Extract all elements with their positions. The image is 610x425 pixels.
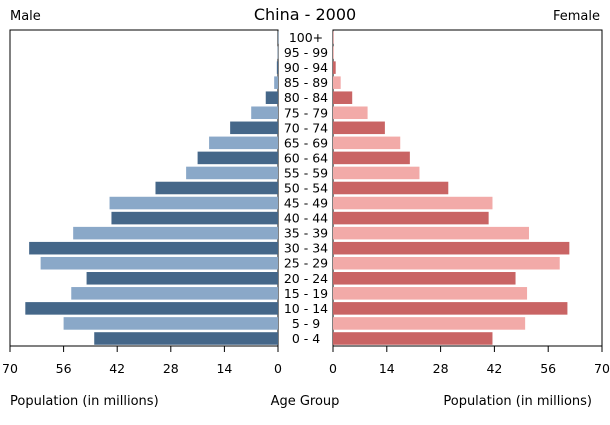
female-bar (333, 136, 401, 150)
male-bar (111, 211, 278, 225)
male-x-tick-label: 0 (274, 361, 282, 376)
female-bar (333, 31, 334, 44)
age-group-label: 5 - 9 (292, 316, 320, 331)
age-group-label: 85 - 89 (284, 75, 328, 90)
age-group-label: 55 - 59 (284, 165, 328, 180)
female-x-axis-label: Population (in millions) (443, 394, 592, 409)
male-bar (25, 302, 278, 315)
female-x-tick-label: 70 (594, 361, 610, 376)
female-bar (333, 121, 385, 135)
male-bar (209, 136, 278, 150)
age-group-label: 25 - 29 (284, 256, 328, 271)
age-group-label: 60 - 64 (284, 150, 328, 165)
age-group-label: 30 - 34 (284, 241, 328, 256)
male-x-axis-label: Population (in millions) (10, 394, 159, 409)
female-bar (333, 287, 528, 300)
female-bar (333, 46, 334, 59)
female-x-tick-label: 14 (379, 361, 395, 376)
female-bar (333, 256, 560, 270)
age-group-label: 80 - 84 (284, 90, 328, 105)
male-x-tick-label: 14 (216, 361, 232, 376)
female-bar (333, 241, 570, 255)
female-bar (333, 196, 493, 210)
age-group-label: 40 - 44 (284, 211, 328, 226)
male-bar (197, 151, 278, 165)
age-group-label: 95 - 99 (284, 45, 328, 60)
male-bar (265, 91, 278, 104)
male-x-axis: 70 56 42 28 14 0 (2, 346, 282, 376)
chart-title: China - 2000 (254, 5, 356, 24)
male-x-tick-label: 70 (2, 361, 18, 376)
age-group-label: 20 - 24 (284, 271, 328, 286)
male-bar (40, 256, 278, 270)
male-bar (277, 46, 279, 59)
female-x-tick-label: 0 (329, 361, 337, 376)
female-bar (333, 332, 493, 345)
female-bar (333, 211, 489, 225)
female-bar (333, 226, 529, 240)
male-bar (86, 272, 278, 285)
age-group-label: 45 - 49 (284, 196, 328, 211)
age-group-label: 0 - 4 (292, 331, 320, 346)
female-bar (333, 151, 410, 165)
female-label: Female (553, 9, 600, 24)
male-bar (230, 121, 278, 135)
male-bar (276, 61, 278, 74)
male-bar (277, 31, 279, 44)
female-panel (332, 29, 603, 347)
female-bar (333, 91, 353, 104)
female-bar (333, 181, 449, 195)
age-group-label: 90 - 94 (284, 60, 328, 75)
male-x-tick-label: 56 (56, 361, 72, 376)
male-bar (155, 181, 278, 195)
male-x-tick-label: 42 (109, 361, 125, 376)
female-bar (333, 302, 568, 315)
age-group-label: 65 - 69 (284, 135, 328, 150)
male-panel (9, 29, 279, 347)
age-group-label: 15 - 19 (284, 286, 328, 301)
female-x-tick-label: 28 (433, 361, 449, 376)
female-x-tick-label: 42 (486, 361, 502, 376)
female-bar (333, 76, 341, 89)
age-group-label: 70 - 74 (284, 120, 328, 135)
female-x-tick-label: 56 (540, 361, 556, 376)
male-bar (251, 106, 278, 120)
male-bar (274, 76, 278, 89)
female-bar (333, 272, 516, 285)
male-bar (29, 241, 279, 255)
male-x-tick-label: 28 (163, 361, 179, 376)
age-group-label: 75 - 79 (284, 105, 328, 120)
male-bar (73, 226, 279, 240)
female-bar (333, 61, 336, 74)
age-group-label: 35 - 39 (284, 226, 328, 241)
female-bar (333, 166, 420, 180)
male-label: Male (10, 9, 41, 24)
age-group-label: 10 - 14 (284, 301, 328, 316)
male-bar (186, 166, 278, 180)
male-bar (63, 317, 278, 330)
male-bar (71, 287, 278, 300)
female-bar (333, 106, 368, 120)
female-x-axis: 0 14 28 42 56 70 (329, 346, 610, 376)
male-bar (94, 332, 278, 345)
age-group-axis-label: Age Group (271, 394, 340, 409)
female-bar (333, 317, 526, 330)
age-group-label: 100+ (289, 30, 323, 45)
male-bar (109, 196, 279, 210)
age-group-label: 50 - 54 (284, 181, 328, 196)
